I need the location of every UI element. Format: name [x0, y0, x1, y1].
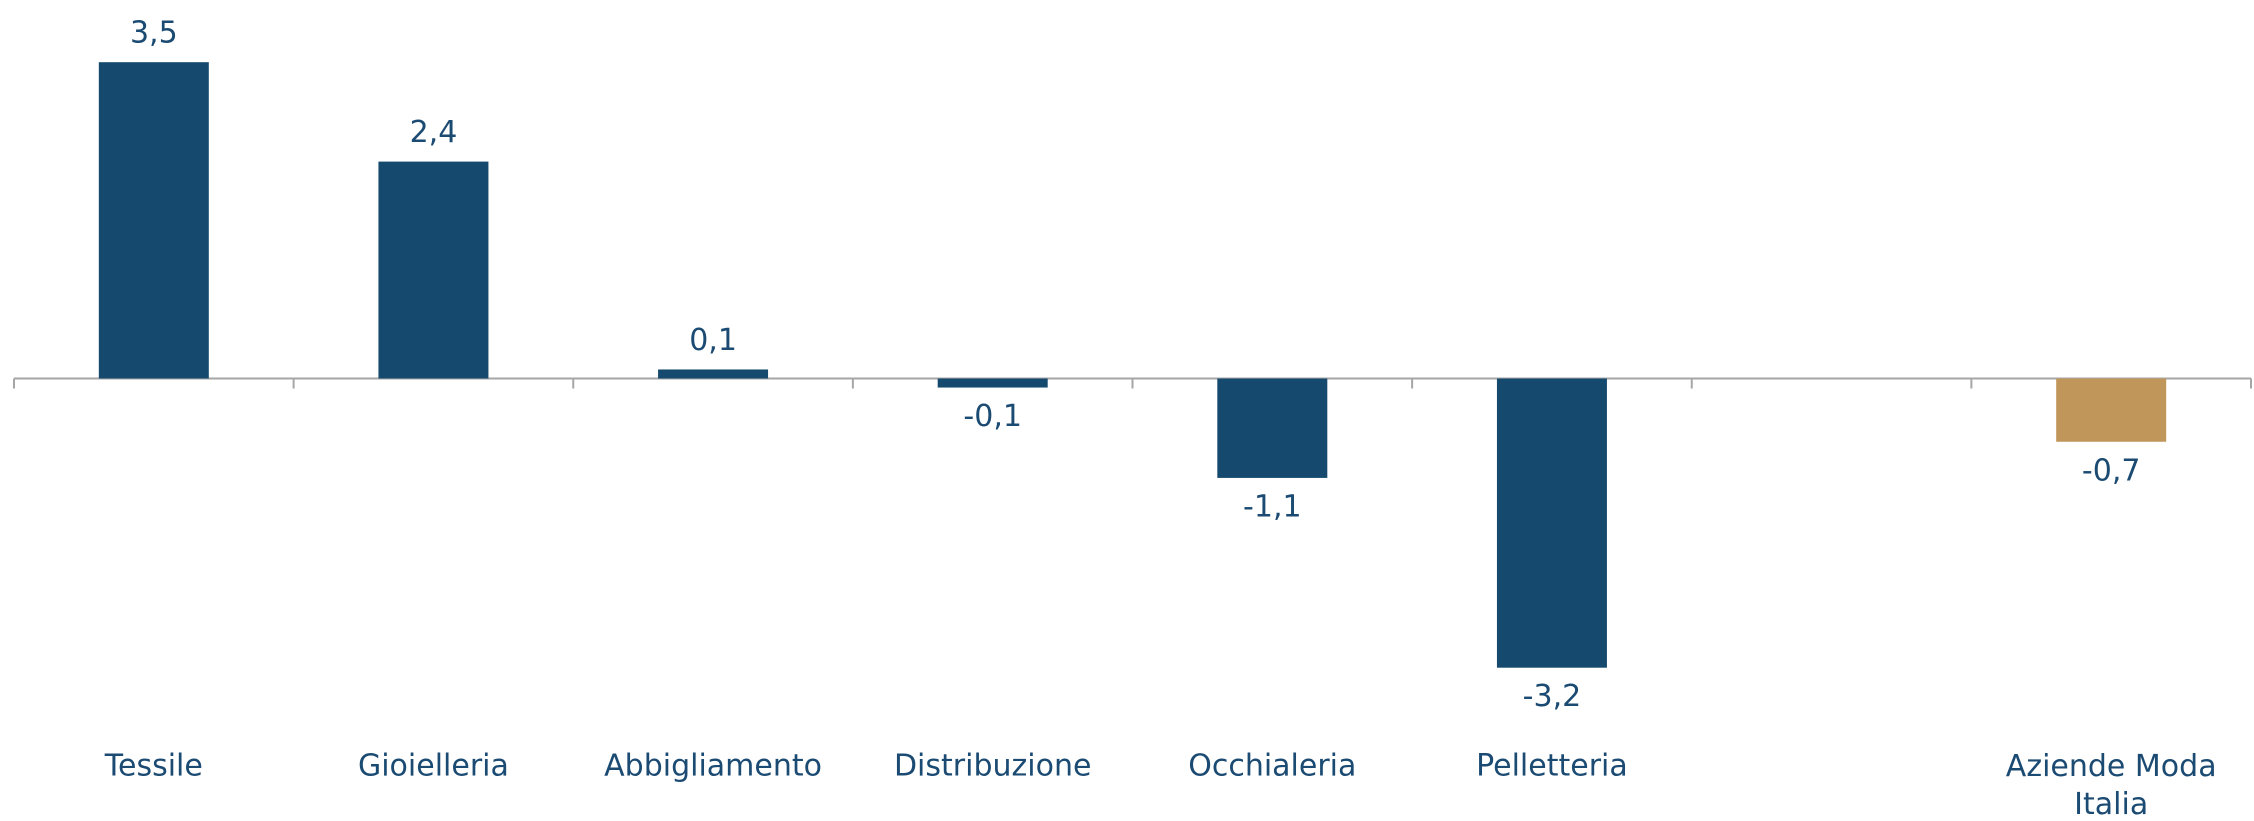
value-label: -3,2: [1523, 679, 1582, 714]
value-label: 3,5: [130, 16, 178, 51]
value-label: -1,1: [1243, 489, 1302, 524]
value-label: -0,1: [963, 399, 1022, 434]
bar: [1217, 378, 1328, 478]
x-tick-label: Aziende Moda Italia: [2006, 749, 2217, 821]
x-tick-label: Pelletteria: [1476, 749, 1628, 784]
bar: [1496, 378, 1607, 668]
bar: [937, 378, 1048, 388]
value-label: 0,1: [689, 323, 737, 358]
bar: [378, 161, 489, 379]
x-tick-label: Distribuzione: [894, 749, 1091, 784]
value-label: 2,4: [410, 115, 458, 150]
x-tick-label: Tessile: [104, 749, 203, 784]
x-tick-label: Gioielleria: [358, 749, 509, 784]
value-label: -0,7: [2082, 453, 2141, 488]
bar: [98, 62, 209, 379]
bar: [658, 369, 769, 379]
x-tick-label: Occhialeria: [1188, 749, 1356, 784]
x-tick-label: Abbigliamento: [604, 749, 822, 784]
bar: [2056, 378, 2167, 442]
